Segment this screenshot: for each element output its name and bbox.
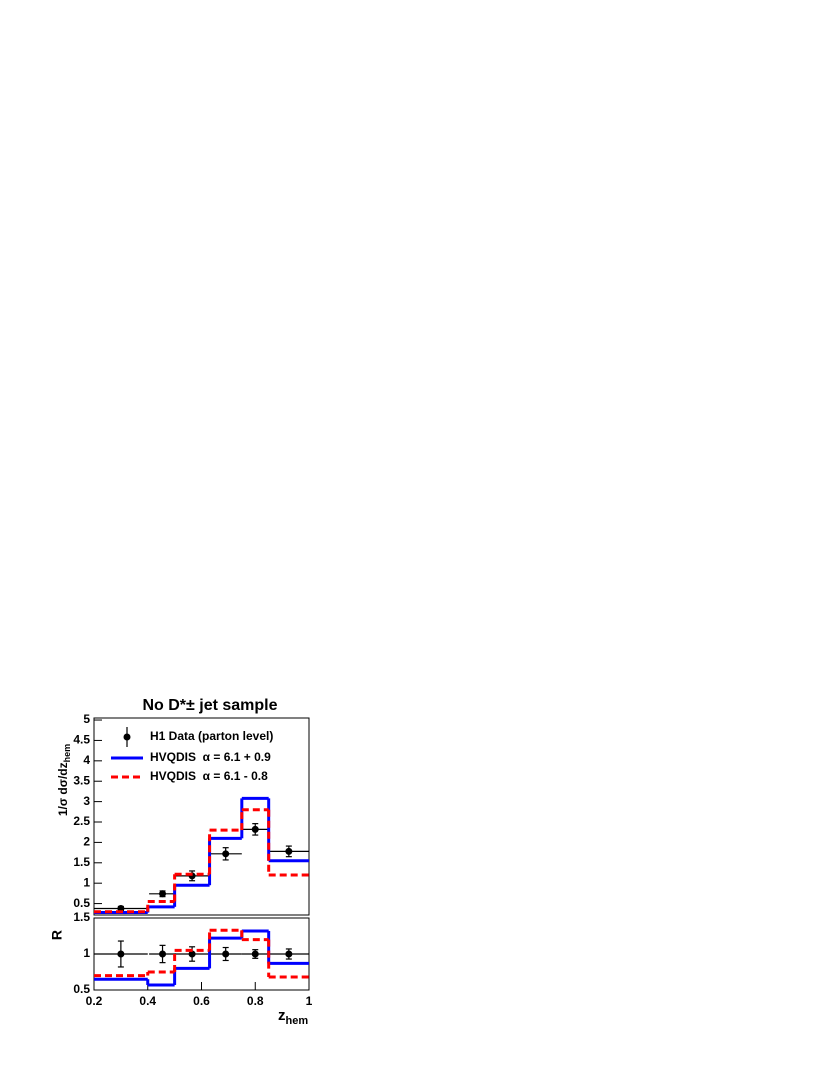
y-tick-label: 3: [83, 794, 90, 808]
x-tick-label: 0.4: [139, 994, 156, 1008]
legend-label: H1 Data (parton level): [150, 729, 273, 743]
legend-label: HVQDIS α = 6.1 + 0.9: [150, 750, 271, 764]
x-axis-label-sub: hem: [286, 1015, 309, 1027]
y-tick-label: 0.5: [73, 982, 90, 996]
x-tick-label: 0.8: [247, 994, 264, 1008]
data-point: [251, 950, 259, 958]
y-axis-label-main: 1/σ dσ/dz: [56, 762, 70, 816]
data-point: [159, 890, 167, 898]
data-point: [251, 825, 259, 833]
data-point: [285, 950, 293, 958]
y-tick-label: 2.5: [73, 814, 90, 828]
data-point: [117, 904, 125, 912]
y-tick-label: 3.5: [73, 773, 90, 787]
y-tick-label: 1.5: [73, 855, 90, 869]
x-tick-label: 0.2: [86, 994, 103, 1008]
y-tick-label: 0.5: [73, 896, 90, 910]
x-tick-label: 1: [306, 994, 313, 1008]
data-point: [188, 950, 196, 958]
y-tick-label: 1: [83, 875, 90, 889]
x-axis-label-main: z: [278, 1007, 286, 1024]
plot-frame: [93, 717, 310, 916]
y-tick-label: 5: [83, 712, 90, 726]
data-point: [222, 850, 230, 858]
x-axis-label: zhem: [278, 1007, 308, 1027]
legend-marker: [123, 733, 131, 741]
data-point: [222, 950, 230, 958]
y-axis-label-sub: hem: [62, 744, 72, 763]
y-tick-label: 1: [83, 946, 90, 960]
legend-label: HVQDIS α = 6.1 - 0.8: [150, 769, 268, 783]
chart-title: No D*± jet sample: [142, 697, 277, 714]
x-tick-label: 0.6: [193, 994, 210, 1008]
y-tick-label: 2: [83, 835, 90, 849]
data-point: [159, 950, 167, 958]
data-point: [117, 950, 125, 958]
y-axis-label: 1/σ dσ/dzhem: [56, 744, 72, 816]
data-point: [285, 847, 293, 855]
y-tick-label: 4: [83, 753, 90, 767]
y-tick-label: 4.5: [73, 733, 90, 747]
y-tick-label: 1.5: [73, 910, 90, 924]
ratio-axis-label: R: [49, 930, 65, 940]
